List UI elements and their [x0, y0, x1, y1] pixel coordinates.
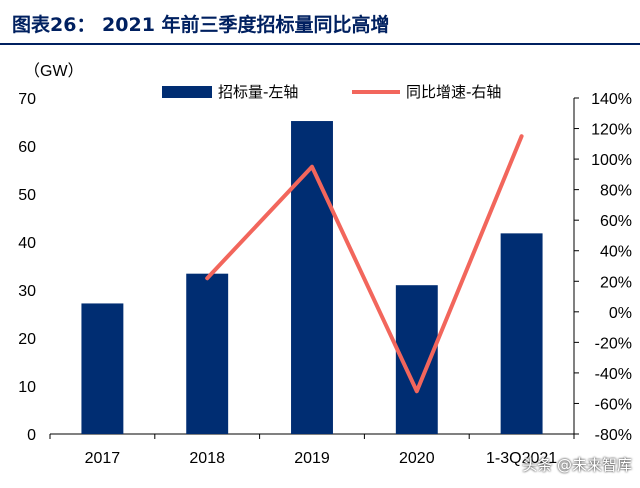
y-right-tick-label: 100% — [591, 152, 632, 169]
y-right-tick-label: 20% — [600, 274, 632, 291]
line-series — [205, 134, 524, 394]
y-left-tick-label: 50 — [18, 187, 36, 204]
y-left-tick-label: 10 — [18, 379, 36, 396]
y-right-tick-label: 60% — [600, 213, 632, 230]
bar — [291, 121, 333, 434]
y-right-tick-label: -20% — [595, 335, 632, 352]
x-tick-label: 1-3Q2021 — [486, 450, 557, 467]
x-tick-label: 2018 — [189, 450, 225, 467]
legend-bar-swatch — [162, 86, 212, 98]
legend-bar-label: 招标量-左轴 — [218, 83, 298, 101]
legend-line-label: 同比增速-右轴 — [406, 83, 501, 101]
bar — [186, 273, 229, 434]
y-right-tick-label: 80% — [600, 183, 632, 200]
title-rule — [0, 43, 640, 45]
y-right-tick-label: -60% — [595, 396, 632, 413]
y-left-tick-label: 60 — [18, 139, 36, 156]
bar — [500, 233, 543, 434]
x-tick-label: 2017 — [85, 450, 121, 467]
y-left-tick-label: 70 — [18, 91, 36, 108]
y-left-tick-label: 30 — [18, 283, 36, 300]
figure-header: 图表26： 2021 年前三季度招标量同比高增 — [0, 0, 640, 45]
tick-labels: 0 10 20 30 40 50 60 70 -80% -60% -40% -20% 0% 20% 40% 6… — [18, 91, 632, 467]
bar — [81, 303, 124, 434]
x-tick-label: 2020 — [399, 450, 435, 467]
watermark: 头条 @未来智库 — [522, 456, 632, 474]
y-right-tick-label: 40% — [600, 244, 632, 261]
y-left-tick-label: 20 — [18, 331, 36, 348]
y-left-tick-label: 40 — [18, 235, 36, 252]
y-right-tick-label: 0% — [609, 305, 632, 322]
figure-title: 图表26： 2021 年前三季度招标量同比高增 — [12, 14, 390, 36]
unit-label: （GW） — [24, 62, 84, 80]
y-left-tick-label: 0 — [27, 427, 36, 444]
y-right-tick-label: -40% — [595, 366, 632, 383]
growth-line — [205, 134, 524, 394]
legend: 招标量-左轴 同比增速-右轴 — [162, 83, 501, 101]
x-tick-label: 2019 — [294, 450, 330, 467]
y-right-tick-label: 120% — [591, 122, 632, 139]
y-right-tick-label: -80% — [595, 427, 632, 444]
y-right-tick-label: 140% — [591, 91, 632, 108]
